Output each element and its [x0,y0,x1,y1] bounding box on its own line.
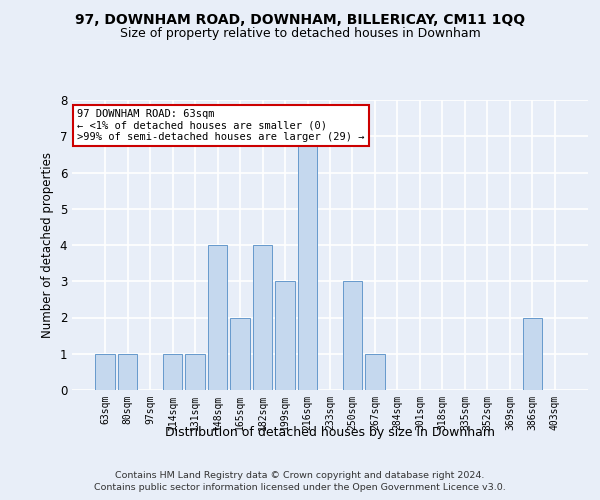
Bar [275,281,295,390]
Text: Contains HM Land Registry data © Crown copyright and database right 2024.: Contains HM Land Registry data © Crown c… [115,470,485,480]
Bar [185,354,205,390]
Bar [163,354,182,390]
Bar [298,136,317,390]
Text: Size of property relative to detached houses in Downham: Size of property relative to detached ho… [119,28,481,40]
Text: Contains public sector information licensed under the Open Government Licence v3: Contains public sector information licen… [94,483,506,492]
Y-axis label: Number of detached properties: Number of detached properties [41,152,54,338]
Bar [343,281,362,390]
Bar [230,318,250,390]
Bar [95,354,115,390]
Bar [208,245,227,390]
Bar [118,354,137,390]
Text: 97, DOWNHAM ROAD, DOWNHAM, BILLERICAY, CM11 1QQ: 97, DOWNHAM ROAD, DOWNHAM, BILLERICAY, C… [75,12,525,26]
Text: Distribution of detached houses by size in Downham: Distribution of detached houses by size … [165,426,495,439]
Bar [365,354,385,390]
Bar [253,245,272,390]
Bar [523,318,542,390]
Text: 97 DOWNHAM ROAD: 63sqm
← <1% of detached houses are smaller (0)
>99% of semi-det: 97 DOWNHAM ROAD: 63sqm ← <1% of detached… [77,108,365,142]
